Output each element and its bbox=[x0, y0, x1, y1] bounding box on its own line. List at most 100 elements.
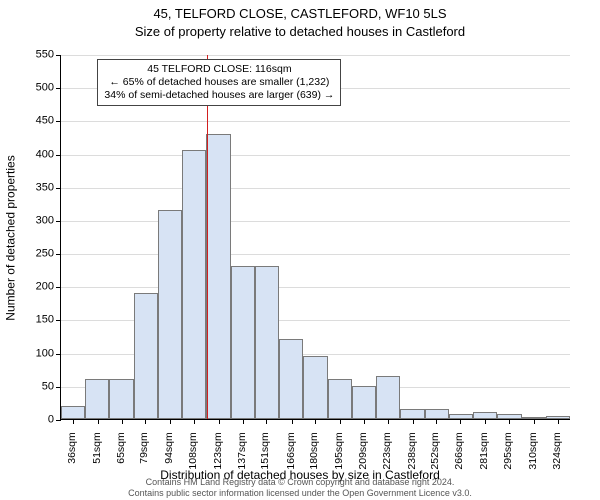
histogram-bar bbox=[255, 266, 279, 419]
page-subtitle: Size of property relative to detached ho… bbox=[0, 24, 600, 39]
x-tick-label: 180sqm bbox=[309, 432, 320, 477]
x-tick-mark bbox=[243, 419, 244, 424]
gridline-h bbox=[61, 121, 570, 122]
y-tick-label: 200 bbox=[14, 282, 54, 293]
y-tick-label: 250 bbox=[14, 249, 54, 260]
x-tick-label: 137sqm bbox=[237, 432, 248, 477]
x-tick-mark bbox=[122, 419, 123, 424]
x-tick-label: 151sqm bbox=[260, 432, 271, 477]
x-tick-label: 266sqm bbox=[454, 432, 465, 477]
x-tick-label: 310sqm bbox=[528, 432, 539, 477]
histogram-bar bbox=[400, 409, 424, 419]
attribution-footer: Contains HM Land Registry data © Crown c… bbox=[0, 477, 600, 498]
x-tick-label: 281sqm bbox=[479, 432, 490, 477]
y-tick-mark bbox=[56, 88, 61, 89]
annotation-line: 45 TELFORD CLOSE: 116sqm bbox=[104, 63, 334, 76]
y-axis-label-container: Number of detached properties bbox=[4, 55, 18, 420]
histogram-bar bbox=[279, 339, 303, 419]
x-tick-label: 295sqm bbox=[502, 432, 513, 477]
x-tick-label: 195sqm bbox=[334, 432, 345, 477]
gridline-h bbox=[61, 188, 570, 189]
gridline-h bbox=[61, 221, 570, 222]
x-tick-mark bbox=[364, 419, 365, 424]
y-tick-mark bbox=[56, 55, 61, 56]
x-tick-mark bbox=[145, 419, 146, 424]
annotation-line: ← 65% of detached houses are smaller (1,… bbox=[104, 76, 334, 89]
x-tick-mark bbox=[315, 419, 316, 424]
x-tick-label: 36sqm bbox=[67, 432, 78, 477]
y-tick-mark bbox=[56, 320, 61, 321]
x-tick-label: 108sqm bbox=[188, 432, 199, 477]
x-tick-mark bbox=[413, 419, 414, 424]
histogram-bar bbox=[231, 266, 255, 419]
y-tick-label: 500 bbox=[14, 83, 54, 94]
histogram-bar bbox=[303, 356, 327, 419]
x-tick-mark bbox=[340, 419, 341, 424]
y-tick-label: 50 bbox=[14, 381, 54, 392]
x-tick-mark bbox=[170, 419, 171, 424]
x-tick-label: 223sqm bbox=[381, 432, 392, 477]
histogram-bar bbox=[206, 134, 230, 419]
x-tick-mark bbox=[485, 419, 486, 424]
histogram-bar bbox=[109, 379, 133, 419]
histogram-bar bbox=[61, 406, 85, 419]
x-tick-label: 238sqm bbox=[407, 432, 418, 477]
footer-line-1: Contains HM Land Registry data © Crown c… bbox=[0, 477, 600, 487]
y-axis-label: Number of detached properties bbox=[4, 155, 18, 320]
y-tick-mark bbox=[56, 354, 61, 355]
histogram-bar bbox=[473, 412, 497, 419]
histogram-bar bbox=[328, 379, 352, 419]
x-tick-mark bbox=[266, 419, 267, 424]
y-tick-label: 400 bbox=[14, 149, 54, 160]
x-tick-mark bbox=[73, 419, 74, 424]
histogram-bar bbox=[376, 376, 400, 419]
y-tick-mark bbox=[56, 221, 61, 222]
x-tick-label: 94sqm bbox=[164, 432, 175, 477]
annotation-line: 34% of semi-detached houses are larger (… bbox=[104, 89, 334, 102]
y-tick-mark bbox=[56, 420, 61, 421]
x-tick-label: 324sqm bbox=[551, 432, 562, 477]
highlight-marker-line bbox=[207, 55, 208, 419]
y-tick-mark bbox=[56, 121, 61, 122]
x-tick-mark bbox=[292, 419, 293, 424]
x-tick-mark bbox=[509, 419, 510, 424]
histogram-bar bbox=[158, 210, 182, 419]
gridline-h bbox=[61, 55, 570, 56]
y-tick-label: 0 bbox=[14, 415, 54, 426]
x-tick-mark bbox=[460, 419, 461, 424]
x-tick-label: 166sqm bbox=[285, 432, 296, 477]
x-tick-label: 65sqm bbox=[115, 432, 126, 477]
x-tick-mark bbox=[388, 419, 389, 424]
y-tick-label: 300 bbox=[14, 215, 54, 226]
x-tick-label: 252sqm bbox=[430, 432, 441, 477]
x-tick-label: 123sqm bbox=[213, 432, 224, 477]
histogram-bar bbox=[425, 409, 449, 419]
x-tick-mark bbox=[534, 419, 535, 424]
y-tick-label: 450 bbox=[14, 116, 54, 127]
gridline-h bbox=[61, 155, 570, 156]
y-tick-label: 150 bbox=[14, 315, 54, 326]
gridline-h bbox=[61, 287, 570, 288]
x-tick-label: 51sqm bbox=[92, 432, 103, 477]
y-tick-label: 550 bbox=[14, 50, 54, 61]
y-tick-label: 350 bbox=[14, 182, 54, 193]
x-tick-label: 79sqm bbox=[139, 432, 150, 477]
x-tick-mark bbox=[436, 419, 437, 424]
property-annotation-box: 45 TELFORD CLOSE: 116sqm← 65% of detache… bbox=[97, 59, 341, 106]
y-tick-mark bbox=[56, 387, 61, 388]
y-tick-mark bbox=[56, 254, 61, 255]
x-tick-mark bbox=[219, 419, 220, 424]
histogram-bar bbox=[449, 414, 473, 419]
x-tick-mark bbox=[98, 419, 99, 424]
x-tick-label: 209sqm bbox=[358, 432, 369, 477]
x-tick-mark bbox=[194, 419, 195, 424]
histogram-bar bbox=[182, 150, 206, 419]
footer-line-2: Contains public sector information licen… bbox=[0, 488, 600, 498]
x-tick-mark bbox=[558, 419, 559, 424]
y-tick-mark bbox=[56, 155, 61, 156]
y-tick-label: 100 bbox=[14, 348, 54, 359]
page-title-address: 45, TELFORD CLOSE, CASTLEFORD, WF10 5LS bbox=[0, 6, 600, 21]
y-tick-mark bbox=[56, 188, 61, 189]
histogram-bar bbox=[134, 293, 158, 419]
y-tick-mark bbox=[56, 287, 61, 288]
